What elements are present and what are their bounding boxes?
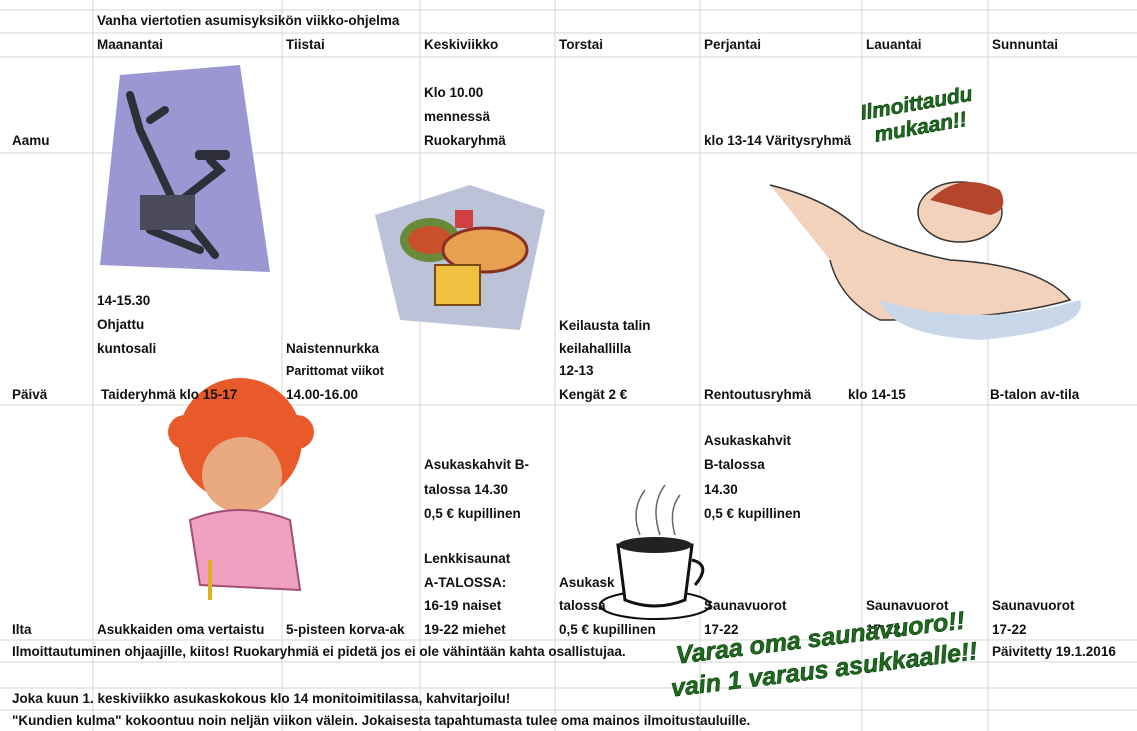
food-clipart (375, 185, 545, 330)
day-header: Perjantai (704, 37, 762, 52)
cell-text: 12-13 (559, 363, 594, 378)
day-header: Sunnuntai (992, 37, 1058, 52)
cell-text: Saunavuorot (866, 598, 949, 613)
cell-text: Kengät 2 € (559, 387, 628, 402)
day-header: Keskiviikko (424, 37, 499, 52)
cell-text: 17-22 (704, 622, 739, 637)
footer-note: Ilmoittautuminen ohjaajille, kiitos! Ruo… (12, 644, 626, 659)
cell-text: Klo 10.00 (424, 85, 484, 100)
cell-text: Parittomat viikot (286, 364, 384, 378)
cell-text: 0,5 € kupillinen (559, 622, 656, 637)
cell-text: Asukkaiden oma vertaistu (97, 622, 265, 637)
cell-text: Rentoutusryhmä (704, 387, 812, 402)
cell-text: 14.30 (704, 482, 738, 497)
cell-text: Naistennurkka (286, 341, 380, 356)
cell-text: A-TALOSSA: (424, 575, 507, 590)
day-header: Lauantai (866, 37, 922, 52)
footer-line: "Kundien kulma" kokoontuu noin neljän vi… (12, 713, 751, 728)
day-header: Torstai (559, 37, 604, 52)
row-label: Ilta (12, 622, 32, 637)
girl-clipart (168, 378, 314, 600)
cell-text: B-talon av-tila (990, 387, 1080, 402)
cell-text: 14-15.30 (97, 293, 151, 308)
cell-text: mennessä (424, 109, 491, 124)
updated-date: Päivitetty 19.1.2016 (992, 644, 1116, 659)
cell-text: Saunavuorot (704, 598, 787, 613)
footer-line: Joka kuun 1. keskiviikko asukaskokous kl… (12, 691, 511, 706)
cell-text: klo 14-15 (848, 387, 906, 402)
cell-text: 0,5 € kupillinen (424, 506, 521, 521)
cell-text: Taideryhmä klo 15-17 (101, 387, 238, 402)
cell-text: kuntosali (97, 341, 157, 356)
cell-text: Lenkkisaunat (424, 551, 511, 566)
cell-text: talossa 14.30 (424, 482, 509, 497)
cell-text: Keilausta talin (559, 318, 651, 333)
cell-text: Asukask (559, 575, 615, 590)
cell-text: klo 13-14 Väritysryhmä (704, 133, 852, 148)
cell-text: Ohjattu (97, 317, 145, 332)
coffee-clipart (599, 484, 711, 620)
cell-text: 17-22 (992, 622, 1027, 637)
cell-text: 14.00-16.00 (286, 387, 359, 402)
row-label: Aamu (12, 133, 50, 148)
day-header: Maanantai (97, 37, 164, 52)
cell-text: keilahallilla (559, 341, 632, 356)
cell-text: talossa (559, 598, 606, 613)
bike-clipart (100, 65, 270, 272)
cell-text: Saunavuorot (992, 598, 1075, 613)
cell-text: 5-pisteen korva-ak (286, 622, 405, 637)
cell-text: 0,5 € kupillinen (704, 506, 801, 521)
day-header: Tiistai (286, 37, 325, 52)
cell-text: 16-19 naiset (424, 598, 502, 613)
row-label: Päivä (12, 387, 48, 402)
cell-text: B-talossa (704, 457, 765, 472)
cell-text: Asukaskahvit B- (424, 457, 530, 472)
massage-clipart (769, 181, 1081, 340)
cell-text: 17-22 (866, 622, 901, 637)
cell-text: Asukaskahvit (704, 433, 792, 448)
cell-text: Ruokaryhmä (424, 133, 506, 148)
sheet-title: Vanha viertotien asumisyksikön viikko-oh… (97, 13, 400, 28)
cell-text: 19-22 miehet (424, 622, 506, 637)
